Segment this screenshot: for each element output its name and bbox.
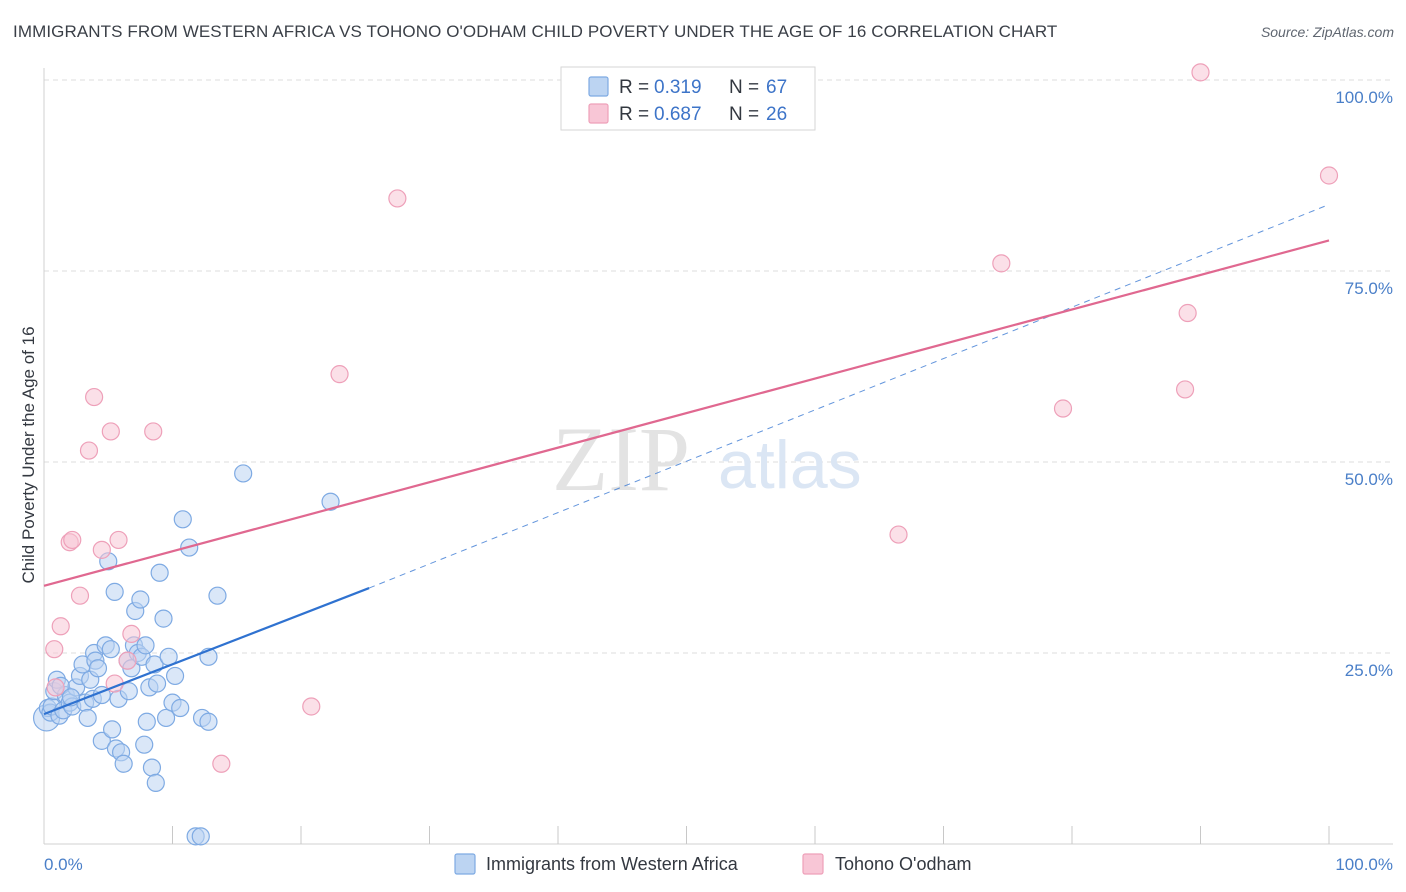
watermark-zip: ZIP	[552, 408, 690, 510]
y-tick-label-2: 75.0%	[1345, 279, 1393, 298]
trend-line-tohono	[43, 239, 1330, 587]
trend-lines	[43, 204, 1330, 716]
series-legend-swatch-pink	[802, 853, 824, 875]
tohono-point-7	[85, 387, 104, 407]
western-africa-point-62	[208, 586, 227, 605]
western-africa-point-38	[131, 590, 150, 609]
series-tohono-points	[45, 63, 1339, 773]
gridlines	[44, 79, 1393, 654]
tohono-point-14	[144, 422, 163, 441]
chart-title: IMMIGRANTS FROM WESTERN AFRICA VS TOHONO…	[13, 22, 1058, 41]
legend-n-label-2: N =	[729, 104, 759, 125]
legend-swatch-blue	[588, 76, 609, 97]
series-western-africa-points	[32, 464, 340, 846]
western-africa-point-41	[136, 636, 155, 655]
legend-swatch-pink	[588, 103, 609, 124]
western-africa-point-22	[92, 731, 111, 750]
series-legend-swatch-blue	[454, 853, 476, 875]
legend-r-value-1: 0.319	[654, 77, 702, 98]
y-axis-label: Child Poverty Under the Age of 16	[19, 326, 38, 583]
tohono-point-24	[1191, 63, 1210, 82]
western-africa-point-58	[191, 827, 210, 846]
western-africa-point-48	[150, 563, 169, 582]
tohono-point-6	[79, 441, 99, 460]
tohono-point-8	[92, 540, 111, 559]
tohono-point-13	[122, 624, 141, 644]
western-africa-point-31	[114, 754, 133, 773]
western-africa-point-40	[135, 735, 154, 754]
tohono-point-16	[302, 697, 321, 716]
tohono-point-0	[45, 640, 64, 659]
western-africa-point-60	[199, 712, 218, 731]
western-africa-point-47	[147, 674, 167, 693]
legend-n-label-1: N =	[729, 77, 759, 98]
trend-line-western-africa-projected	[368, 204, 1330, 589]
western-africa-point-46	[146, 773, 165, 792]
western-africa-point-26	[103, 720, 122, 739]
tohono-point-12	[118, 651, 137, 670]
tohono-point-22	[1175, 380, 1195, 399]
western-africa-point-25	[101, 640, 120, 659]
watermark: ZIP atlas	[552, 408, 862, 510]
y-tick-label-0: 25.0%	[1345, 661, 1393, 680]
western-africa-point-63	[234, 464, 253, 483]
western-africa-point-55	[173, 510, 192, 529]
western-africa-point-50	[156, 708, 176, 728]
western-africa-point-44	[142, 758, 162, 777]
y-tick-label-3: 100.0%	[1335, 88, 1393, 107]
tohono-point-1	[46, 678, 65, 697]
legend-r-label-1: R =	[619, 77, 649, 98]
tohono-point-5	[70, 586, 90, 605]
tohono-point-25	[1319, 166, 1339, 185]
tohono-point-18	[388, 189, 407, 208]
tohono-point-11	[109, 530, 128, 550]
legend-n-value-1: 67	[766, 77, 787, 98]
series-legend: Immigrants from Western Africa Tohono O'…	[454, 853, 972, 875]
tohono-point-17	[330, 365, 349, 384]
legend-r-value-2: 0.687	[654, 104, 702, 125]
tohono-point-15	[212, 754, 231, 773]
legend-r-label-2: R =	[619, 104, 649, 125]
series-legend-label-tohono: Tohono O'odham	[835, 854, 972, 874]
tohono-point-4	[63, 530, 82, 550]
western-africa-point-33	[119, 682, 138, 701]
trend-line-western-africa	[43, 587, 370, 716]
legend-n-value-2: 26	[766, 104, 787, 125]
watermark-atlas: atlas	[718, 427, 862, 503]
western-africa-point-54	[171, 698, 190, 718]
correlation-legend: R = 0.319 N = 67 R = 0.687 N = 26	[560, 66, 816, 131]
series-legend-label-western-africa: Immigrants from Western Africa	[486, 854, 739, 874]
western-africa-point-53	[165, 666, 185, 686]
x-tick-label-0: 0.0%	[44, 855, 83, 874]
western-africa-point-64	[321, 492, 340, 511]
y-tick-label-1: 50.0%	[1345, 470, 1393, 489]
tohono-point-20	[992, 254, 1011, 273]
x-tick-label-100: 100.0%	[1335, 855, 1393, 874]
tohono-point-21	[1053, 399, 1073, 418]
western-africa-point-15	[78, 708, 97, 728]
source-credit: Source: ZipAtlas.com	[1260, 24, 1394, 40]
tohono-point-9	[101, 422, 120, 441]
western-africa-point-42	[137, 712, 156, 731]
western-africa-point-27	[105, 582, 124, 601]
axis-ticks: 25.0% 50.0% 75.0% 100.0%	[172, 88, 1393, 844]
western-africa-point-49	[154, 609, 173, 628]
tohono-point-23	[1178, 303, 1197, 323]
tohono-point-2	[51, 617, 70, 636]
tohono-point-19	[889, 525, 908, 544]
western-africa-point-20	[88, 659, 108, 678]
